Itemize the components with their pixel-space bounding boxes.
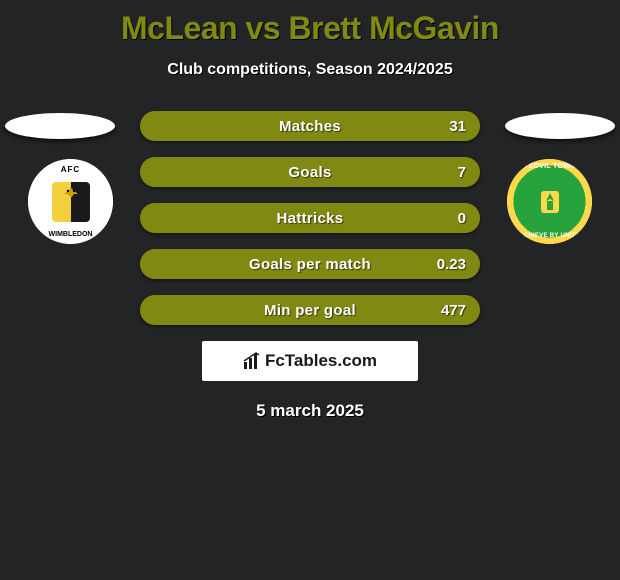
stat-value: 7	[458, 164, 466, 181]
badge-top-text: AFC	[61, 165, 80, 174]
right-ellipse	[505, 113, 615, 139]
lion-icon	[537, 187, 563, 217]
stat-label: Goals	[288, 164, 331, 181]
page-title: McLean vs Brett McGavin	[0, 0, 620, 47]
stat-value: 477	[441, 302, 466, 319]
stat-bar: Hattricks 0	[140, 203, 480, 233]
stat-bars: Matches 31 Goals 7 Hattricks 0 Goals per…	[140, 111, 480, 325]
stat-label: Hattricks	[277, 210, 344, 227]
stat-bar: Min per goal 477	[140, 295, 480, 325]
stat-bar: Matches 31	[140, 111, 480, 141]
stat-label: Goals per match	[249, 256, 371, 273]
right-team-badge: YEOVIL TOWN ACHIEVE BY UNITY	[507, 159, 592, 244]
yeovil-town-crest-icon: YEOVIL TOWN ACHIEVE BY UNITY	[507, 159, 592, 244]
left-team-badge: AFC WIMBLEDON	[28, 159, 113, 244]
stat-value: 31	[449, 118, 466, 135]
bar-chart-icon	[243, 352, 261, 370]
stat-value: 0.23	[437, 256, 466, 273]
stat-label: Matches	[279, 118, 341, 135]
eagle-icon	[60, 186, 82, 200]
fctables-logo[interactable]: FcTables.com	[202, 341, 418, 381]
shield-icon	[52, 182, 90, 222]
stat-bar: Goals per match 0.23	[140, 249, 480, 279]
afc-wimbledon-crest-icon: AFC WIMBLEDON	[28, 159, 113, 244]
left-ellipse	[5, 113, 115, 139]
subtitle: Club competitions, Season 2024/2025	[0, 61, 620, 79]
stat-label: Min per goal	[264, 302, 356, 319]
badge-top-text: YEOVIL TOWN	[523, 163, 575, 170]
date-text: 5 march 2025	[0, 401, 620, 421]
shield-icon	[528, 176, 572, 228]
stat-value: 0	[458, 210, 466, 227]
logo-text: FcTables.com	[265, 351, 377, 371]
comparison-content: AFC WIMBLEDON YEOVIL TOWN ACHIEVE B	[0, 111, 620, 421]
stat-bar: Goals 7	[140, 157, 480, 187]
badge-bottom-text: WIMBLEDON	[49, 231, 93, 238]
badge-bottom-text: ACHIEVE BY UNITY	[519, 233, 580, 239]
